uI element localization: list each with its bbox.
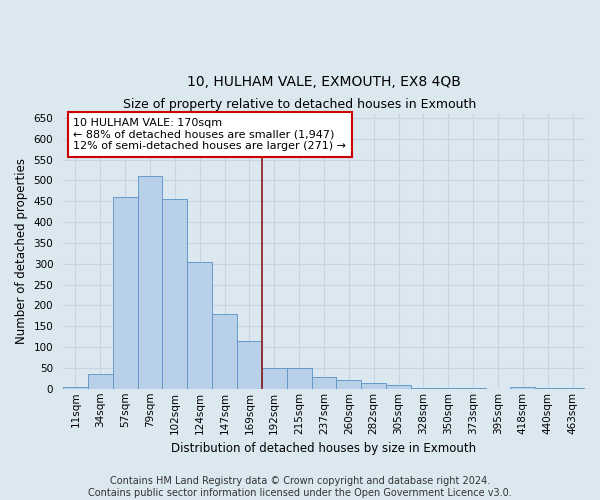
- Bar: [88, 374, 113, 389]
- Bar: [113, 197, 137, 389]
- Bar: [386, 386, 411, 389]
- Bar: [436, 388, 461, 389]
- Y-axis label: Number of detached properties: Number of detached properties: [15, 158, 28, 344]
- Bar: [311, 377, 337, 389]
- Bar: [560, 388, 585, 389]
- Bar: [63, 386, 88, 389]
- Bar: [287, 368, 311, 389]
- Bar: [262, 368, 287, 389]
- Bar: [187, 262, 212, 389]
- Bar: [461, 388, 485, 389]
- Bar: [212, 314, 237, 389]
- Bar: [163, 199, 187, 389]
- Bar: [337, 380, 361, 389]
- Bar: [511, 386, 535, 389]
- Title: 10, HULHAM VALE, EXMOUTH, EX8 4QB: 10, HULHAM VALE, EXMOUTH, EX8 4QB: [187, 75, 461, 89]
- Bar: [137, 176, 163, 389]
- X-axis label: Distribution of detached houses by size in Exmouth: Distribution of detached houses by size …: [172, 442, 476, 455]
- Bar: [361, 384, 386, 389]
- Bar: [411, 388, 436, 389]
- Text: 10 HULHAM VALE: 170sqm
← 88% of detached houses are smaller (1,947)
12% of semi-: 10 HULHAM VALE: 170sqm ← 88% of detached…: [73, 118, 346, 151]
- Bar: [237, 341, 262, 389]
- Text: Size of property relative to detached houses in Exmouth: Size of property relative to detached ho…: [124, 98, 476, 112]
- Text: Contains HM Land Registry data © Crown copyright and database right 2024.
Contai: Contains HM Land Registry data © Crown c…: [88, 476, 512, 498]
- Bar: [535, 388, 560, 389]
